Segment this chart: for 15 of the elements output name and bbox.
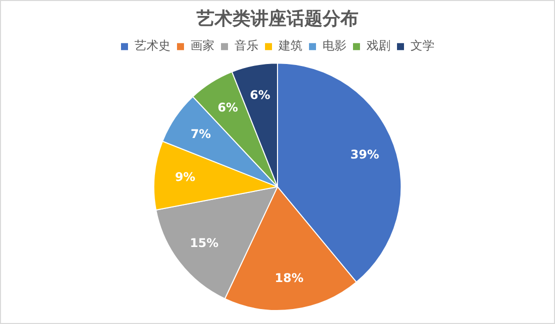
- chart-title: 艺术类讲座话题分布: [196, 8, 358, 30]
- legend-label: 建筑: [278, 38, 302, 53]
- data-label: 18%: [274, 270, 304, 285]
- legend-label: 音乐: [234, 38, 258, 53]
- legend-label: 文学: [410, 38, 434, 53]
- legend-label: 画家: [190, 38, 214, 53]
- data-label: 6%: [250, 88, 270, 102]
- data-label: 7%: [190, 126, 211, 141]
- data-label: 6%: [218, 100, 238, 115]
- data-label: 15%: [190, 236, 219, 250]
- data-label: 9%: [174, 170, 196, 184]
- legend-label: 戏剧: [366, 38, 390, 53]
- legend-label: 艺术史: [134, 38, 170, 53]
- data-label: 39%: [350, 148, 380, 162]
- legend-label: 电影: [322, 38, 346, 53]
